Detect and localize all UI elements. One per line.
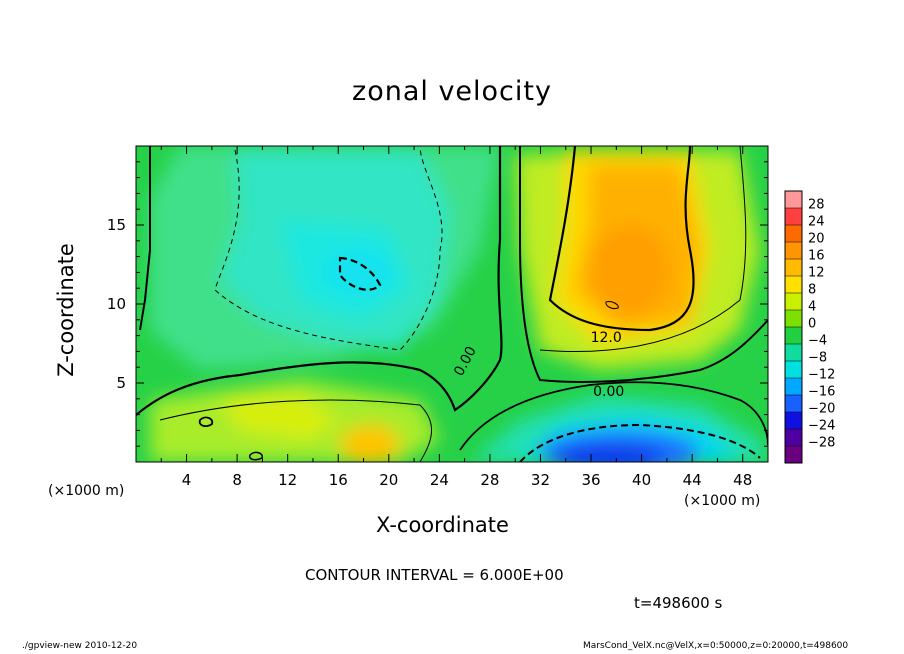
x-axis-label: X-coordinate	[376, 513, 509, 537]
colorbar-label: −4	[808, 334, 827, 349]
colorbar-swatch	[785, 191, 802, 209]
velocity-field	[136, 146, 768, 462]
colorbar-swatch	[785, 208, 802, 226]
colorbar-label: −28	[808, 436, 835, 451]
y-tick-label: 10	[107, 295, 126, 313]
colorbar-swatch	[785, 327, 802, 345]
x-unit-right: (×1000 m)	[684, 493, 761, 509]
colorbar-label: 24	[808, 215, 825, 230]
colorbar-swatch	[785, 446, 802, 464]
y-axis-label: Z-coordinate	[54, 243, 78, 377]
footer-right-text: MarsCond_VelX.nc@VelX,x=0:50000,z=0:2000…	[583, 641, 849, 651]
colorbar-swatch	[785, 276, 802, 294]
y-tick-label: 5	[116, 374, 126, 392]
x-tick-label: 16	[329, 471, 348, 489]
colorbar-label: 28	[808, 198, 825, 213]
colorbar-label: −8	[808, 351, 827, 366]
colorbar-swatch	[785, 344, 802, 362]
chart-title: zonal velocity	[352, 76, 552, 107]
x-tick-label: 24	[430, 471, 449, 489]
x-tick-label: 48	[733, 471, 752, 489]
x-tick-label: 40	[632, 471, 651, 489]
x-tick-label: 32	[531, 471, 550, 489]
x-tick-label: 28	[480, 471, 499, 489]
colorbar-label: −20	[808, 402, 835, 417]
x-tick-label: 12	[278, 471, 297, 489]
colorbar-swatch	[785, 361, 802, 379]
colorbar-label: 4	[808, 300, 816, 315]
footer-left-text: ./gpview-new 2010-12-20	[22, 641, 138, 651]
colorbar-swatch	[785, 310, 802, 328]
colorbar-swatch	[785, 412, 802, 430]
x-tick-label: 36	[581, 471, 600, 489]
x-tick-label: 4	[182, 471, 192, 489]
x-tick-label: 20	[379, 471, 398, 489]
contour-lines	[136, 146, 768, 462]
colorbar: 28 24 20 16 12 8 4 0 −4 −8 −12 −16 −20 −24 −28	[784, 190, 835, 464]
colorbar-swatch	[785, 395, 802, 413]
colorbar-swatch	[785, 242, 802, 260]
colorbar-label: 12	[808, 266, 825, 281]
time-text: t=498600 s	[634, 594, 723, 612]
x-tick-label: 8	[232, 471, 242, 489]
colorbar-label: 8	[808, 283, 816, 298]
colorbar-swatch	[785, 293, 802, 311]
colorbar-swatch	[785, 429, 802, 447]
x-unit-left: (×1000 m)	[48, 483, 125, 499]
colorbar-swatch	[785, 259, 802, 277]
colorbar-label: 0	[808, 317, 816, 332]
x-tick-label: 44	[683, 471, 702, 489]
colorbar-label: −16	[808, 385, 835, 400]
contour-label: 0.00	[593, 384, 624, 400]
colorbar-label: 20	[808, 232, 825, 247]
colorbar-label: 16	[808, 249, 825, 264]
colorbar-label: −24	[808, 419, 835, 434]
colorbar-swatch	[785, 225, 802, 243]
colorbar-swatch	[785, 378, 802, 396]
y-tick-label: 15	[107, 216, 126, 234]
contour-interval-text: CONTOUR INTERVAL = 6.000E+00	[305, 566, 564, 584]
contour-label: 12.0	[591, 330, 622, 346]
colorbar-label: −12	[808, 368, 835, 383]
